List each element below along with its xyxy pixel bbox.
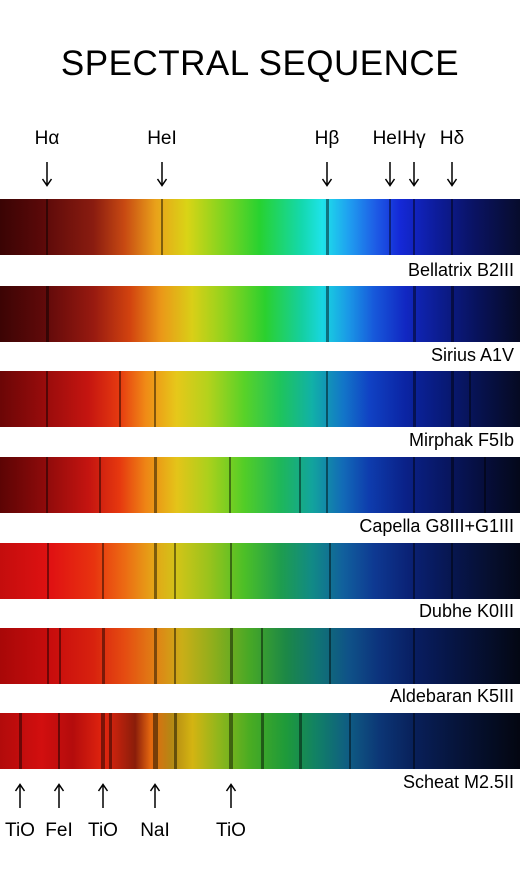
- absorption-line: [102, 543, 104, 599]
- absorption-line: [161, 199, 163, 255]
- figure-title: SPECTRAL SEQUENCE: [60, 44, 460, 83]
- absorption-line: [99, 457, 101, 513]
- absorption-line: [46, 371, 48, 427]
- line-label-bottom: TiO: [216, 820, 246, 841]
- spectrum-bar: [0, 199, 520, 255]
- spectrum-bar: [0, 628, 520, 684]
- star-label: Mirphak F5Ib: [408, 430, 514, 450]
- absorption-line: [413, 713, 415, 769]
- absorption-line: [329, 543, 331, 599]
- absorption-line: [153, 628, 157, 684]
- absorption-line: [46, 457, 48, 513]
- absorption-line: [229, 628, 233, 684]
- spectrum-bar: [0, 371, 520, 427]
- star-label: Bellatrix B2III: [407, 260, 514, 280]
- absorption-line: [325, 199, 329, 255]
- absorption-line: [413, 199, 415, 255]
- absorption-line: [58, 713, 60, 769]
- absorption-line: [153, 457, 157, 513]
- up-arrow-icon: [14, 783, 26, 808]
- down-arrow-icon: [156, 162, 168, 187]
- spectrum-bar: [0, 713, 520, 769]
- absorption-line: [108, 713, 112, 769]
- absorption-line: [261, 628, 263, 684]
- down-arrow-icon: [384, 162, 396, 187]
- absorption-line: [152, 713, 158, 769]
- absorption-line: [450, 457, 454, 513]
- absorption-line: [349, 713, 351, 769]
- absorption-line: [47, 543, 49, 599]
- absorption-line: [153, 543, 157, 599]
- absorption-line: [329, 628, 331, 684]
- star-label: Sirius A1V: [430, 345, 514, 365]
- line-label-bottom: FeI: [45, 820, 73, 841]
- line-label-top: Hα: [34, 128, 60, 149]
- absorption-line: [484, 457, 486, 513]
- absorption-line: [230, 543, 232, 599]
- absorption-line: [229, 457, 231, 513]
- absorption-line: [413, 457, 415, 513]
- line-label-top: HeII: [372, 128, 408, 149]
- absorption-line: [154, 371, 156, 427]
- absorption-line: [298, 713, 302, 769]
- absorption-line: [412, 286, 416, 342]
- absorption-line: [450, 286, 454, 342]
- line-label-top: Hδ: [439, 128, 465, 149]
- down-arrow-icon: [408, 162, 420, 187]
- absorption-line: [59, 628, 61, 684]
- star-label: Aldebaran K5III: [389, 686, 514, 706]
- down-arrow-icon: [446, 162, 458, 187]
- absorption-line: [47, 628, 49, 684]
- spectrum-bar: [0, 457, 520, 513]
- line-label-bottom: TiO: [88, 820, 118, 841]
- absorption-line: [174, 628, 176, 684]
- absorption-line: [299, 457, 301, 513]
- absorption-line: [389, 199, 391, 255]
- absorption-line: [325, 286, 329, 342]
- absorption-line: [18, 713, 22, 769]
- absorption-line: [173, 713, 177, 769]
- spectrum-bar: [0, 543, 520, 599]
- up-arrow-icon: [97, 783, 109, 808]
- line-label-top: HeI: [147, 128, 177, 149]
- absorption-line: [326, 457, 328, 513]
- up-arrow-icon: [53, 783, 65, 808]
- absorption-line: [451, 199, 453, 255]
- up-arrow-icon: [225, 783, 237, 808]
- absorption-line: [469, 371, 471, 427]
- up-arrow-icon: [149, 783, 161, 808]
- absorption-line: [451, 543, 453, 599]
- line-label-top: Hβ: [314, 128, 340, 149]
- spectrum-bar: [0, 286, 520, 342]
- down-arrow-icon: [321, 162, 333, 187]
- line-label-top: Hγ: [402, 128, 426, 149]
- absorption-line: [174, 543, 176, 599]
- absorption-line: [450, 371, 454, 427]
- down-arrow-icon: [41, 162, 53, 187]
- absorption-line: [229, 713, 233, 769]
- absorption-line: [412, 371, 416, 427]
- absorption-line: [46, 199, 48, 255]
- star-label: Capella G8III+G1III: [359, 516, 514, 536]
- absorption-line: [101, 628, 105, 684]
- absorption-line: [413, 543, 415, 599]
- absorption-line: [101, 713, 105, 769]
- absorption-line: [119, 371, 121, 427]
- absorption-line: [326, 371, 328, 427]
- star-label: Dubhe K0III: [418, 601, 514, 621]
- absorption-line: [413, 628, 415, 684]
- line-label-bottom: TiO: [5, 820, 35, 841]
- absorption-line: [45, 286, 49, 342]
- star-label: Scheat M2.5II: [402, 772, 514, 792]
- absorption-line: [260, 713, 264, 769]
- line-label-bottom: NaI: [140, 820, 170, 841]
